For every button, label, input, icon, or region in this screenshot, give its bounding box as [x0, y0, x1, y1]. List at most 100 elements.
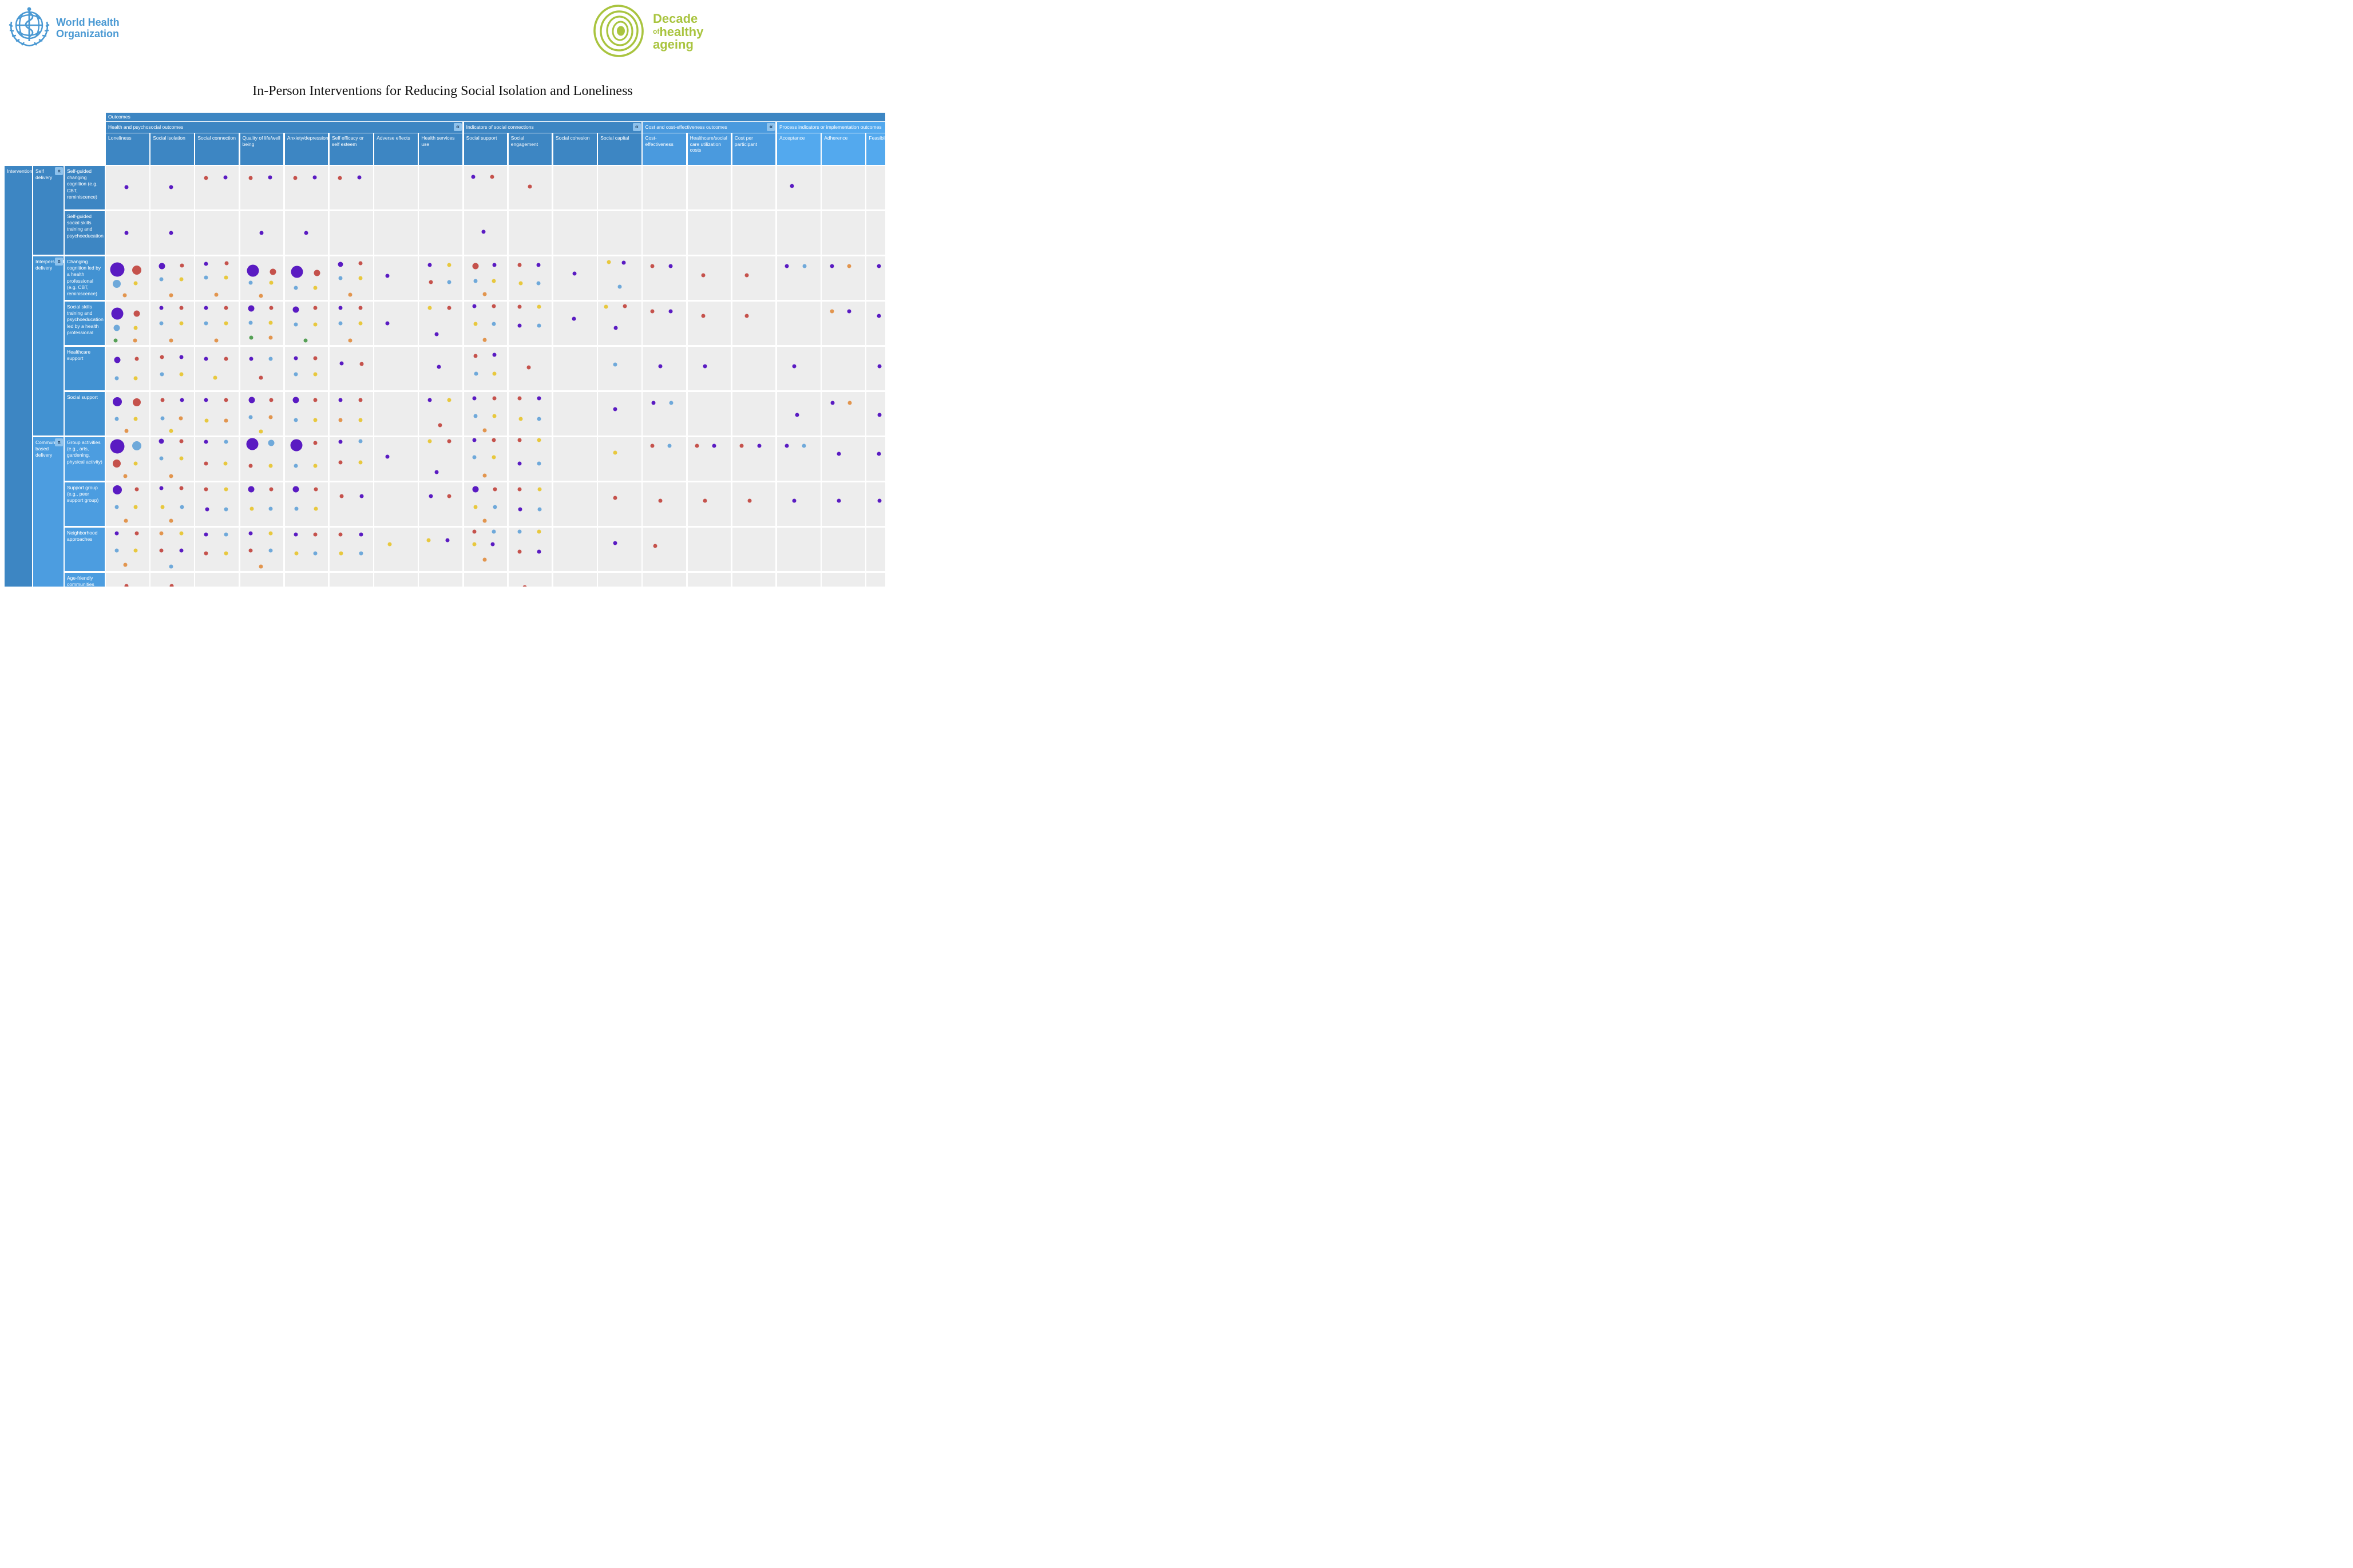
- matrix-cell[interactable]: [553, 482, 597, 526]
- evidence-bubble-purple[interactable]: [159, 263, 165, 270]
- evidence-bubble-purple[interactable]: [204, 398, 208, 402]
- evidence-bubble-blue[interactable]: [313, 551, 318, 556]
- matrix-cell[interactable]: [150, 166, 194, 209]
- evidence-bubble-purple[interactable]: [537, 396, 541, 401]
- evidence-bubble-blue[interactable]: [669, 401, 674, 405]
- evidence-bubble-red[interactable]: [517, 304, 522, 309]
- evidence-bubble-red[interactable]: [701, 273, 706, 278]
- evidence-bubble-blue[interactable]: [224, 439, 228, 444]
- evidence-bubble-yellow[interactable]: [179, 531, 184, 536]
- matrix-cell[interactable]: [284, 302, 328, 345]
- evidence-bubble-red[interactable]: [180, 263, 184, 268]
- matrix-cell[interactable]: [374, 347, 418, 390]
- evidence-bubble-yellow[interactable]: [358, 276, 363, 280]
- matrix-cell[interactable]: [687, 392, 731, 435]
- evidence-bubble-purple[interactable]: [204, 357, 208, 361]
- evidence-bubble-yellow[interactable]: [613, 450, 617, 455]
- matrix-cell[interactable]: [284, 573, 328, 587]
- evidence-bubble-red[interactable]: [490, 175, 494, 179]
- evidence-bubble-red[interactable]: [653, 544, 657, 548]
- evidence-bubble-yellow[interactable]: [133, 417, 138, 421]
- evidence-bubble-yellow[interactable]: [179, 372, 184, 377]
- evidence-bubble-purple[interactable]: [572, 271, 577, 276]
- matrix-cell[interactable]: [284, 437, 328, 481]
- evidence-bubble-purple[interactable]: [114, 531, 119, 536]
- matrix-cell[interactable]: [374, 528, 418, 571]
- evidence-bubble-blue[interactable]: [537, 507, 542, 512]
- evidence-bubble-orange[interactable]: [169, 518, 173, 523]
- evidence-bubble-red[interactable]: [134, 487, 139, 492]
- evidence-bubble-purple[interactable]: [292, 397, 299, 403]
- evidence-bubble-purple[interactable]: [294, 532, 298, 537]
- evidence-bubble-purple[interactable]: [339, 361, 344, 366]
- evidence-bubble-red[interactable]: [658, 498, 663, 503]
- evidence-bubble-purple[interactable]: [204, 306, 208, 310]
- evidence-bubble-blue[interactable]: [359, 551, 363, 556]
- evidence-bubble-purple[interactable]: [437, 365, 441, 369]
- matrix-cell[interactable]: [240, 392, 284, 435]
- matrix-cell[interactable]: [150, 302, 194, 345]
- evidence-bubble-red[interactable]: [204, 551, 208, 556]
- evidence-bubble-blue[interactable]: [224, 507, 228, 512]
- matrix-cell[interactable]: [553, 528, 597, 571]
- matrix-cell[interactable]: [777, 437, 821, 481]
- matrix-cell[interactable]: [777, 211, 821, 255]
- evidence-bubble-purple[interactable]: [223, 175, 228, 180]
- evidence-bubble-blue[interactable]: [492, 529, 496, 534]
- evidence-bubble-orange[interactable]: [179, 416, 183, 421]
- matrix-cell[interactable]: [150, 347, 194, 390]
- evidence-bubble-blue[interactable]: [159, 456, 164, 461]
- evidence-bubble-purple[interactable]: [124, 231, 129, 235]
- evidence-bubble-blue[interactable]: [493, 505, 497, 509]
- matrix-cell[interactable]: [822, 482, 865, 526]
- evidence-bubble-yellow[interactable]: [339, 551, 343, 556]
- evidence-bubble-purple[interactable]: [837, 498, 841, 503]
- matrix-cell[interactable]: [598, 437, 641, 481]
- matrix-cell[interactable]: [732, 256, 776, 300]
- evidence-bubble-red[interactable]: [338, 532, 343, 537]
- evidence-bubble-yellow[interactable]: [224, 551, 228, 556]
- matrix-cell[interactable]: [106, 482, 149, 526]
- evidence-bubble-blue[interactable]: [537, 461, 541, 466]
- evidence-bubble-yellow[interactable]: [179, 321, 184, 326]
- evidence-bubble-orange[interactable]: [159, 531, 164, 536]
- evidence-bubble-purple[interactable]: [471, 175, 476, 179]
- evidence-bubble-red[interactable]: [224, 357, 228, 361]
- evidence-bubble-orange[interactable]: [122, 293, 126, 298]
- evidence-bubble-blue[interactable]: [159, 277, 164, 282]
- collapse-columns-button[interactable]: «: [454, 123, 462, 131]
- evidence-bubble-purple[interactable]: [785, 264, 789, 268]
- matrix-cell[interactable]: [553, 211, 597, 255]
- evidence-bubble-purple[interactable]: [159, 306, 164, 310]
- matrix-cell[interactable]: [687, 166, 731, 209]
- evidence-bubble-orange[interactable]: [482, 338, 487, 342]
- evidence-bubble-red[interactable]: [259, 375, 263, 380]
- matrix-cell[interactable]: [777, 528, 821, 571]
- matrix-cell[interactable]: [106, 528, 149, 571]
- evidence-bubble-blue[interactable]: [802, 444, 806, 448]
- matrix-cell[interactable]: [687, 256, 731, 300]
- matrix-cell[interactable]: [687, 302, 731, 345]
- matrix-cell[interactable]: [419, 302, 462, 345]
- matrix-cell[interactable]: [240, 573, 284, 587]
- matrix-cell[interactable]: [598, 302, 641, 345]
- evidence-bubble-yellow[interactable]: [607, 260, 611, 264]
- evidence-bubble-purple[interactable]: [248, 397, 255, 403]
- evidence-bubble-red[interactable]: [429, 280, 433, 284]
- evidence-bubble-yellow[interactable]: [314, 506, 318, 511]
- evidence-bubble-blue[interactable]: [473, 279, 478, 283]
- evidence-bubble-purple[interactable]: [312, 175, 317, 180]
- matrix-cell[interactable]: [866, 211, 885, 255]
- evidence-bubble-purple[interactable]: [757, 444, 762, 448]
- evidence-bubble-blue[interactable]: [472, 455, 477, 460]
- evidence-bubble-red[interactable]: [703, 498, 707, 503]
- evidence-bubble-blue[interactable]: [248, 280, 253, 285]
- matrix-cell[interactable]: [777, 482, 821, 526]
- matrix-cell[interactable]: [464, 166, 508, 209]
- matrix-cell[interactable]: [598, 392, 641, 435]
- evidence-bubble-yellow[interactable]: [537, 438, 541, 442]
- evidence-bubble-orange[interactable]: [847, 401, 852, 405]
- evidence-bubble-red[interactable]: [314, 487, 318, 492]
- evidence-bubble-purple[interactable]: [429, 494, 433, 498]
- evidence-bubble-red[interactable]: [224, 398, 228, 402]
